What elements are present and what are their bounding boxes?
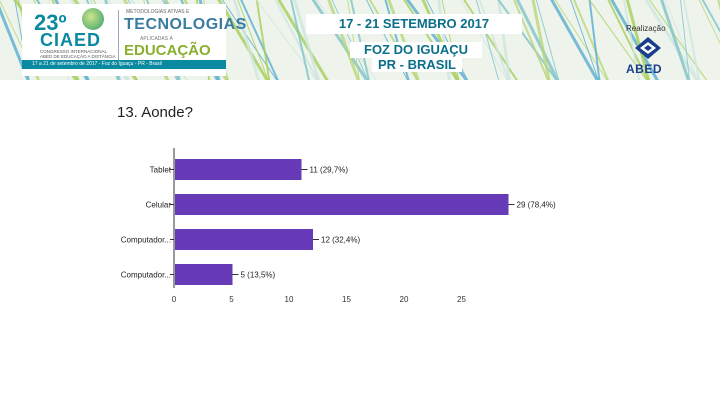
category-label: Celular	[146, 201, 172, 210]
banner-stroke	[682, 0, 701, 80]
data-label: 5 (13,5%)	[241, 271, 276, 280]
banner-stroke	[573, 0, 609, 80]
banner-stroke	[644, 0, 699, 80]
banner-stroke	[274, 0, 319, 80]
banner-stroke	[513, 0, 549, 80]
banner-stroke	[256, 0, 317, 80]
banner-stroke	[277, 0, 329, 80]
banner-stroke	[701, 0, 720, 34]
x-tick-label: 5	[229, 295, 234, 304]
x-tick-label: 15	[342, 295, 351, 304]
banner-stroke	[475, 0, 500, 80]
logo-number: 23º	[34, 10, 67, 35]
question-title: 13. Aonde?	[117, 104, 193, 121]
bar	[175, 264, 233, 285]
banner-stroke	[648, 0, 708, 80]
banner-stroke	[698, 0, 720, 45]
banner-stroke	[625, 0, 651, 80]
date-strip: 17 a 21 de setembro de 2017 - Foz do Igu…	[22, 60, 226, 69]
category-label: Computador...	[121, 236, 171, 245]
globe-icon	[82, 8, 104, 30]
banner-stroke	[463, 0, 518, 80]
theme-mid: APLICADAS À	[140, 36, 173, 42]
banner-stroke	[588, 0, 648, 80]
banner-stroke	[240, 0, 279, 80]
banner-stroke	[550, 0, 599, 80]
theme-bottom: EDUCAÇÃO	[124, 42, 211, 59]
category-label: Computador...	[121, 271, 171, 280]
banner-stroke	[664, 0, 699, 80]
logo-divider	[118, 10, 119, 60]
theme-main: TECNOLOGIAS	[124, 16, 247, 33]
banner-stroke	[554, 0, 608, 80]
banner-stroke	[221, 0, 278, 80]
abed-logo-icon	[635, 37, 661, 59]
banner-stroke	[531, 0, 551, 80]
organizer-name: ABED	[626, 62, 663, 76]
banner-stroke	[331, 0, 369, 80]
logo-subtitle: CONGRESSO INTERNACIONAL ABED DE EDUCAÇÃO…	[40, 49, 116, 59]
banner-stroke	[460, 0, 508, 80]
theme-top: METODOLOGIAS ATIVAS E	[126, 9, 190, 15]
banner-stroke	[290, 0, 310, 80]
banner-stroke	[660, 0, 690, 80]
bar	[175, 159, 302, 180]
x-tick-label: 10	[285, 295, 294, 304]
banner-stroke	[237, 0, 269, 80]
event-country: PR - BRASIL	[372, 58, 462, 72]
banner-stroke	[327, 0, 360, 80]
data-label: 11 (29,7%)	[310, 166, 349, 175]
banner-stroke	[311, 0, 369, 80]
bar	[175, 194, 509, 215]
logo-acronym: CIAED	[40, 30, 102, 50]
banner-stroke	[497, 0, 511, 80]
x-tick-label: 0	[172, 295, 177, 304]
banner-stroke	[515, 0, 560, 80]
x-tick-label: 25	[457, 295, 466, 304]
banner-stroke	[570, 0, 599, 80]
banner-stroke	[497, 0, 558, 80]
banner-stroke	[255, 0, 271, 80]
event-city: FOZ DO IGUAÇU	[350, 42, 482, 58]
bar	[175, 229, 313, 250]
banner-stroke	[232, 0, 261, 80]
banner-stroke	[610, 0, 659, 80]
bar-chart: Tablet 11 (29,7%) Celular 29 (78,4%) Computa…	[121, 148, 556, 304]
banner-stroke	[478, 0, 510, 80]
organizer-caption: Realização	[626, 24, 666, 33]
banner-stroke	[622, 0, 641, 80]
data-label: 29 (78,4%)	[517, 201, 556, 210]
banner-stroke	[607, 0, 649, 80]
banner-stroke	[425, 0, 469, 80]
event-date: 17 - 21 SETEMBRO 2017	[306, 14, 522, 34]
banner-stroke	[347, 0, 360, 80]
data-label: 12 (32,4%)	[321, 236, 360, 245]
event-banner: 23º CIAED CONGRESSO INTERNACIONAL ABED D…	[0, 0, 720, 80]
banner-stroke	[316, 0, 377, 80]
category-label: Tablet	[150, 166, 172, 175]
banner-stroke	[350, 0, 370, 80]
x-tick-label: 20	[400, 295, 409, 304]
banner-stroke	[535, 0, 560, 80]
banner-stroke	[680, 0, 690, 80]
banner-stroke	[292, 0, 321, 80]
banner-stroke	[588, 0, 601, 80]
